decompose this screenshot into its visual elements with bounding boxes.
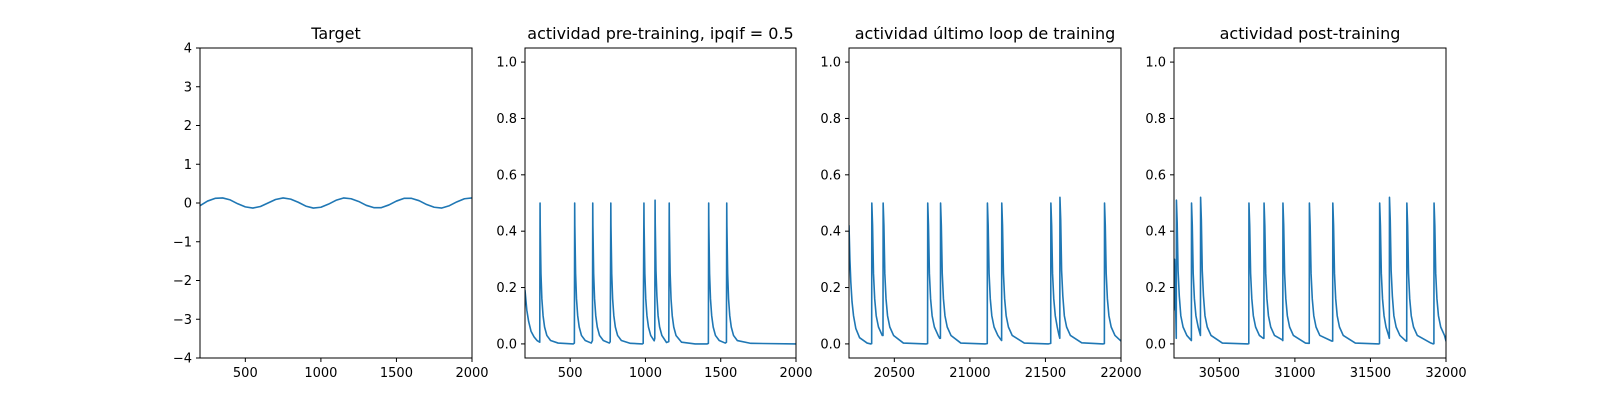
subplot-title: actividad último loop de training (855, 24, 1116, 43)
x-tick-label: 1000 (304, 366, 337, 381)
y-tick-label: 4 (184, 42, 192, 57)
x-tick-label: 32000 (1425, 366, 1466, 381)
plot-frame (199, 47, 473, 359)
series-line-1 (849, 196, 1121, 345)
x-tick-label: 31500 (1350, 366, 1391, 381)
y-tick-label: 1.0 (1145, 56, 1166, 71)
plot-frame (524, 47, 797, 359)
y-tick-label: 1 (184, 158, 192, 173)
x-tick-label: 21500 (1025, 366, 1066, 381)
y-tick-label: −1 (173, 235, 192, 250)
y-tick-label: 0.2 (820, 281, 841, 296)
y-tick-label: 0.6 (1145, 168, 1166, 183)
y-tick-label: 0.8 (820, 112, 841, 127)
x-tick-label: 31000 (1274, 366, 1315, 381)
subplot-title: actividad pre-training, ipqif = 0.5 (527, 24, 793, 43)
x-tick-label: 500 (558, 366, 583, 381)
y-tick-label: −2 (173, 274, 192, 289)
y-tick-label: 1.0 (820, 56, 841, 71)
y-tick-label: 0.6 (820, 168, 841, 183)
y-tick-label: 0.2 (496, 281, 517, 296)
x-tick-label: 30500 (1199, 366, 1240, 381)
x-tick-label: 1500 (704, 366, 737, 381)
y-tick-label: 0.2 (1145, 281, 1166, 296)
y-tick-label: 0.8 (1145, 112, 1166, 127)
x-tick-label: 2000 (779, 366, 812, 381)
x-tick-label: 2000 (455, 366, 488, 381)
x-tick-label: 20500 (874, 366, 915, 381)
y-tick-label: 3 (184, 80, 192, 95)
subplot-3: 20500 21000 21500 22000 0.0 0.2 0.4 0.6 0.8 1.0 ac… (820, 24, 1141, 381)
y-tick-label: 0.4 (1145, 225, 1166, 240)
y-tick-label: 0.0 (820, 337, 841, 352)
subplot-title: actividad post-training (1220, 24, 1401, 43)
series-line-1 (525, 199, 796, 345)
series-line-1 (1174, 196, 1446, 345)
x-tick-label: 21000 (949, 366, 990, 381)
x-tick-label: 22000 (1100, 366, 1141, 381)
subplot-1: 500 1000 1500 2000 −4 −3 −2 −1 0 1 2 3 4 Target (173, 24, 489, 381)
subplot-2: 500 1000 1500 2000 0.0 0.2 0.4 0.6 0.8 1.0 activid… (496, 24, 812, 381)
x-tick-label: 500 (233, 366, 258, 381)
plot-frame (848, 47, 1122, 359)
y-tick-label: 0.8 (496, 112, 517, 127)
y-tick-label: 0.0 (496, 337, 517, 352)
series-line-1 (200, 197, 472, 209)
y-tick-label: −4 (173, 352, 192, 367)
y-tick-label: 1.0 (496, 56, 517, 71)
y-tick-label: 0.4 (496, 225, 517, 240)
y-tick-label: 0.6 (496, 168, 517, 183)
y-tick-label: 0.0 (1145, 337, 1166, 352)
y-tick-label: −3 (173, 313, 192, 328)
subplot-title: Target (310, 24, 361, 43)
x-tick-label: 1500 (380, 366, 413, 381)
y-tick-label: 2 (184, 119, 192, 134)
y-tick-label: 0 (184, 197, 192, 212)
plot-frame (1173, 47, 1447, 359)
subplot-4: 30500 31000 31500 32000 0.0 0.2 0.4 0.6 0.8 1.0 ac… (1145, 24, 1466, 381)
x-tick-label: 1000 (629, 366, 662, 381)
y-tick-label: 0.4 (820, 225, 841, 240)
